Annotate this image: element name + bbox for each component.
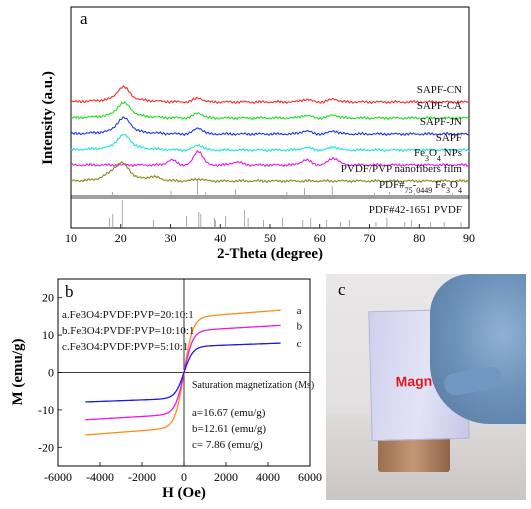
xrd-curve-1 bbox=[70, 101, 470, 121]
xrd-curve-0 bbox=[70, 84, 470, 105]
xrd-x-axis-title: 2-Theta (degree) bbox=[217, 246, 323, 262]
xrd-curves bbox=[70, 84, 470, 184]
hys-curves bbox=[85, 309, 281, 436]
hys-x-tick-label: 4000 bbox=[256, 470, 280, 484]
hys-x-tick-label: -4000 bbox=[86, 470, 114, 484]
hys-y-axis-title: M (emu/g) bbox=[10, 338, 26, 405]
panel-b-letter: b bbox=[65, 282, 74, 301]
hys-curve-label-b: b bbox=[297, 320, 303, 332]
hys-annotation-title: Saturation magnetization (Ms) bbox=[192, 380, 314, 391]
hys-x-tick-label: -2000 bbox=[128, 470, 156, 484]
xrd-label-2: SAPF-JN bbox=[420, 116, 462, 128]
xrd-x-tick-label: 70 bbox=[364, 231, 376, 245]
xrd-curve-4 bbox=[70, 149, 470, 168]
hys-y-tick-label: 0 bbox=[48, 366, 54, 380]
xrd-x-tick-label: 50 bbox=[264, 231, 276, 245]
panel-a-letter: a bbox=[80, 9, 88, 28]
xrd-reference-lines: PDF#75-0449 Fe3O4 PDF#42-1651 PVDF bbox=[108, 179, 462, 228]
xrd-y-axis-title: Intensity (a.u.) bbox=[40, 71, 56, 165]
panel-b-hysteresis: b abc -6000 -4000 -2000 0 2000 4000 6000 20100… bbox=[10, 278, 322, 501]
hys-curve-c bbox=[85, 342, 281, 403]
hys-x-ticks: -6000 -4000 -2000 0 2000 4000 6000 bbox=[44, 462, 322, 484]
xrd-label-5: PVDF/PVP nanofibers film bbox=[341, 163, 463, 175]
xrd-x-ticks: 10 20 30 40 50 60 70 80 90 bbox=[65, 224, 475, 245]
xrd-label-3: SAPF bbox=[436, 132, 462, 144]
hys-annotation-c: c= 7.86 (emu/g) bbox=[192, 439, 263, 451]
hys-annotation-b: b=12.61 (emu/g) bbox=[192, 423, 266, 435]
panel-c-photo: Magnet c bbox=[326, 274, 526, 500]
hys-annotation-a: a=16.67 (emu/g) bbox=[192, 407, 266, 419]
ref-pvdf-label: PDF#42-1651 PVDF bbox=[369, 204, 462, 216]
hys-x-tick-label: 0 bbox=[181, 470, 187, 484]
hys-legend-b: b.Fe3O4:PVDF:PVP=10:10:1 bbox=[62, 325, 194, 337]
hys-y-tick-label: 20 bbox=[42, 291, 54, 305]
xrd-x-tick-label: 10 bbox=[65, 231, 77, 245]
xrd-curve-2 bbox=[70, 116, 470, 137]
xrd-x-tick-label: 60 bbox=[314, 231, 326, 245]
xrd-x-tick-label: 90 bbox=[463, 231, 475, 245]
hys-legend-a: a.Fe3O4:PVDF:PVP=20:10:1 bbox=[62, 309, 194, 321]
hys-y-tick-label: -20 bbox=[38, 440, 54, 454]
hys-y-tick-label: -10 bbox=[38, 403, 54, 417]
hys-legend-c: c.Fe3O4:PVDF:PVP=5:10:1 bbox=[62, 341, 188, 353]
xrd-x-tick-label: 80 bbox=[413, 231, 425, 245]
xrd-x-tick-label: 30 bbox=[165, 231, 177, 245]
xrd-label-0: SAPF-CN bbox=[417, 84, 462, 96]
hys-curve-labels: abc bbox=[297, 305, 303, 350]
xrd-curve-5 bbox=[70, 161, 470, 184]
hys-x-tick-label: -6000 bbox=[44, 470, 72, 484]
hys-curve-label-a: a bbox=[297, 305, 302, 317]
gloved-hand bbox=[430, 274, 526, 424]
xrd-x-tick-label: 20 bbox=[115, 231, 127, 245]
xrd-label-4: Fe3O4 NPs bbox=[414, 147, 462, 163]
hys-x-tick-label: 6000 bbox=[298, 470, 322, 484]
hys-legend: a.Fe3O4:PVDF:PVP=20:10:1 b.Fe3O4:PVDF:PV… bbox=[62, 309, 194, 353]
hys-x-tick-label: 2000 bbox=[214, 470, 238, 484]
xrd-curve-3 bbox=[70, 133, 470, 153]
panel-a-xrd: a SAPF-CN SAPF-CA SAPF-JN SAPF Fe3O4 NPsPVDF… bbox=[40, 6, 475, 262]
hys-x-axis-title: H (Oe) bbox=[162, 485, 206, 501]
xrd-label-1: SAPF-CA bbox=[417, 100, 462, 112]
hys-annotation: Saturation magnetization (Ms) a=16.67 (e… bbox=[192, 380, 314, 451]
xrd-series-labels: SAPF-CN SAPF-CA SAPF-JN SAPF Fe3O4 NPsPVDF/P… bbox=[341, 84, 463, 175]
hys-y-tick-label: 10 bbox=[42, 328, 54, 342]
ref-fe3o4-label: PDF#75-0449 Fe3O4 bbox=[379, 179, 462, 195]
xrd-x-tick-label: 40 bbox=[214, 231, 226, 245]
hys-curve-label-c: c bbox=[297, 338, 302, 350]
hys-y-ticks: 20 10 0 -10 -20 bbox=[38, 291, 62, 454]
panel-c-letter: c bbox=[338, 280, 346, 299]
